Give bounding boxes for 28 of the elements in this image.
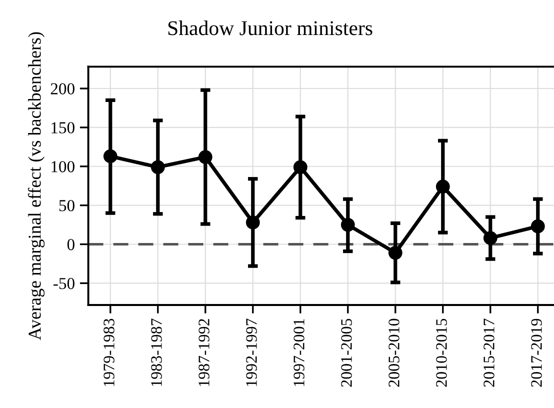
point [103,149,118,164]
y-tick-label: 50 [59,200,74,212]
point [198,150,212,164]
y-tick-label: 100 [52,161,74,172]
x-tick-label: 2001-2005 [341,318,352,387]
x-tick-label: 2015-2017 [484,318,494,387]
x-tick-label: 2005-2010 [388,318,400,387]
point [340,218,355,232]
x-tick-label: 1979-1983 [104,318,114,386]
y-tick-label: 0 [67,238,74,250]
point [246,216,260,230]
point [436,180,450,194]
x-tick-label: 1987-1992 [198,319,210,386]
x-tick-label: 2017-2019 [531,318,542,387]
point [483,231,498,245]
point [388,246,402,260]
y-tick-label: 200 [50,83,74,94]
chart-title: Shadow Junior ministers [168,20,372,36]
y-tick-label: -50 [54,278,74,290]
y-tick-label: 150 [52,122,74,134]
y-axis-title: Average marginal effect (vs backbenchers) [28,32,45,340]
x-tick-label: 1983-1987 [151,318,162,386]
point [150,160,165,174]
point [293,160,308,174]
x-tick-label: 2010-2015 [436,318,447,387]
x-tick-label: 1997-2001 [294,319,304,386]
point [530,219,545,234]
x-tick-label: 1992-1997 [246,318,257,386]
